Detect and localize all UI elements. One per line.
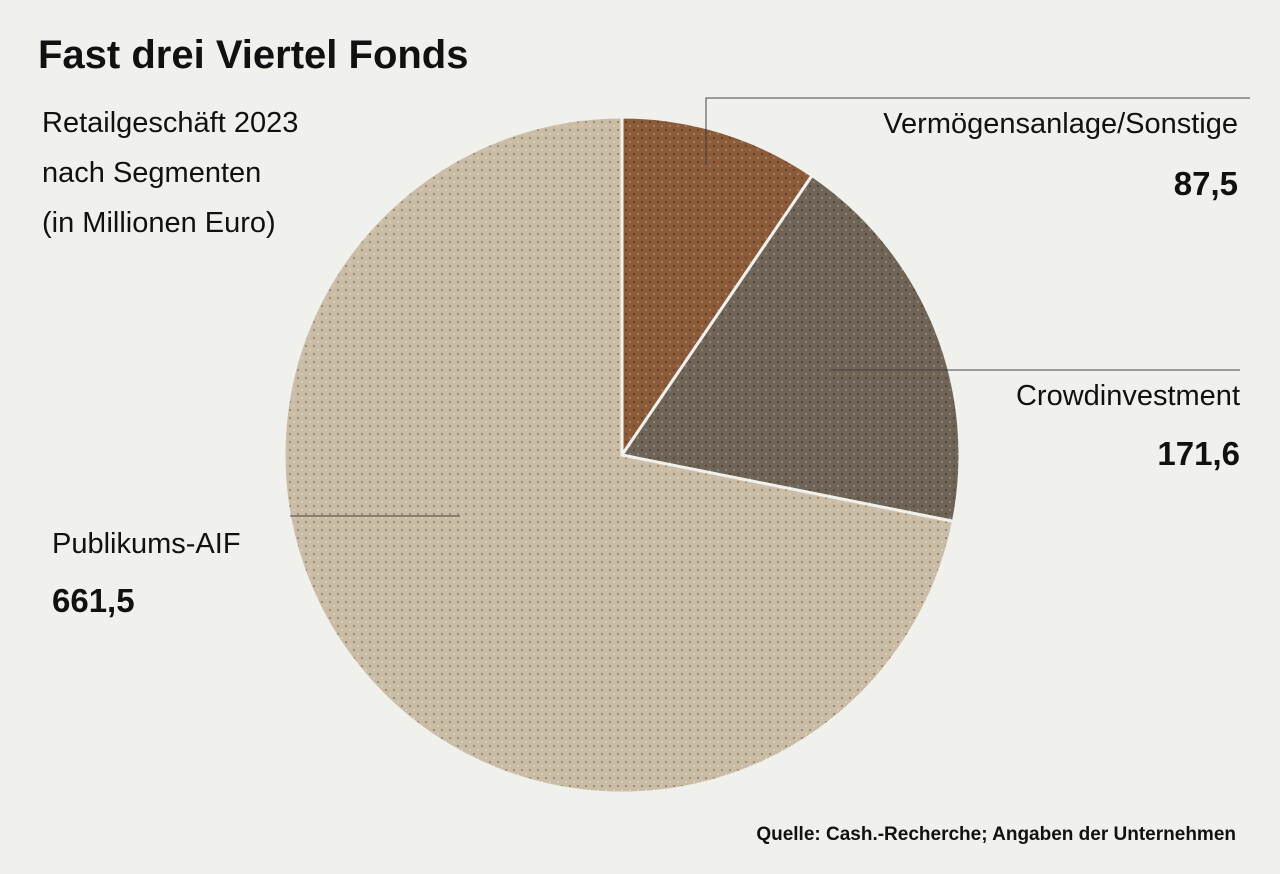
source: Quelle: Cash.-Recherche; Angaben der Unt… bbox=[756, 824, 1236, 845]
subtitle: (in Millionen Euro) bbox=[42, 207, 276, 239]
slice-label: Crowdinvestment bbox=[1016, 380, 1240, 412]
pie-slice bbox=[620, 115, 815, 460]
value-label: 171,6 bbox=[1157, 435, 1240, 472]
pie bbox=[282, 115, 962, 795]
value-label: 661,5 bbox=[52, 582, 135, 619]
pie-slice bbox=[282, 115, 956, 795]
leader-line bbox=[705, 97, 1250, 165]
subtitle: nach Segmenten bbox=[42, 157, 261, 189]
chart-title: Fast drei Viertel Fonds bbox=[38, 33, 469, 77]
slice-label: Vermögensanlage/Sonstige bbox=[883, 108, 1238, 140]
subtitle: Retailgeschäft 2023 bbox=[42, 107, 298, 139]
slice-label: Publikums-AIF bbox=[52, 528, 241, 560]
pie-slice bbox=[619, 173, 962, 524]
value-label: 87,5 bbox=[1174, 165, 1238, 202]
